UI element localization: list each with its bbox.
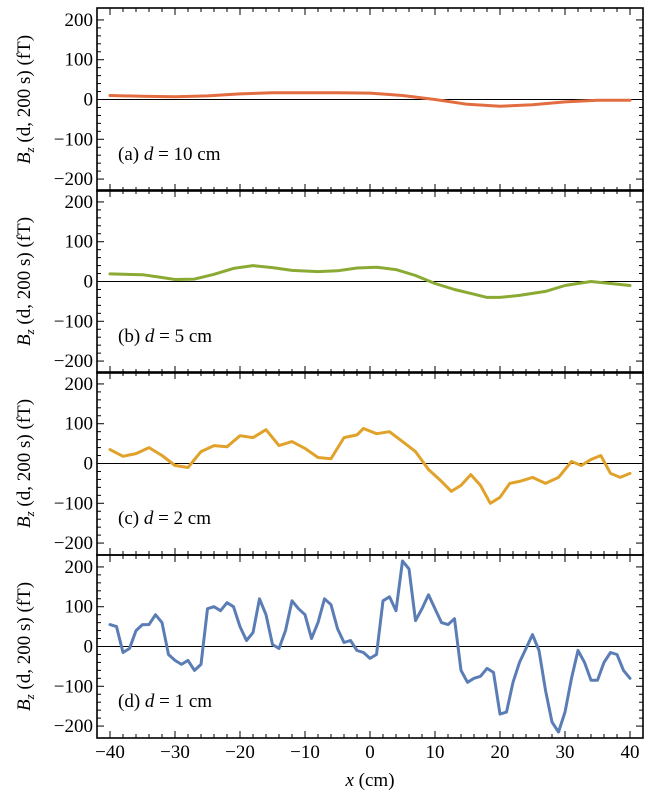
series-line (108, 264, 632, 299)
x-tick-label: −20 (225, 742, 255, 763)
series-line (108, 427, 632, 505)
panel-label: (c) d = 2 cm (118, 508, 211, 529)
y-tick-label: −100 (54, 129, 93, 150)
panel-label: (d) d = 1 cm (118, 691, 212, 712)
panel-label-value: = 2 cm (153, 508, 211, 529)
y-tick-label: −200 (54, 169, 93, 190)
panel-label-prefix: (d) (118, 691, 145, 712)
series-line (108, 91, 632, 108)
y-label-rest: (d, 200 s) (fT) (14, 399, 35, 511)
panel-b: −200 −100 0 100 200 Bz (d, 200 s) (fT) (b) d =… (14, 189, 644, 374)
y-axis-label: Bz (d, 200 s) (fT) (14, 217, 37, 346)
panel-label-value: = 5 cm (154, 326, 212, 347)
x-label-unit: (cm) (354, 770, 395, 791)
y-tick-label: 0 (84, 272, 94, 293)
y-label-rest: (d, 200 s) (fT) (14, 217, 35, 329)
y-label-sub: z (22, 329, 37, 335)
y-axis-label: Bz (d, 200 s) (fT) (14, 582, 37, 711)
y-tick-label: 100 (65, 597, 94, 618)
x-tick-label: 40 (621, 742, 640, 763)
y-tick-label: 100 (65, 232, 94, 253)
panel-label-prefix: (c) (118, 508, 144, 529)
y-tick-label: 100 (65, 50, 94, 71)
x-axis-label: x (cm) (344, 770, 394, 791)
y-tick-label: −200 (54, 533, 93, 554)
y-tick-label: 200 (65, 557, 94, 578)
y-label-sub: z (22, 511, 37, 517)
y-label-var: B (14, 516, 35, 528)
y-tick-label: 200 (65, 10, 94, 31)
y-axis-label: Bz (d, 200 s) (fT) (14, 399, 37, 528)
x-tick-label: 0 (365, 742, 375, 763)
x-tick-label: −10 (290, 742, 320, 763)
y-label-rest: (d, 200 s) (fT) (14, 35, 35, 147)
panel-label-value: = 10 cm (153, 144, 220, 165)
y-tick-label: 200 (65, 374, 94, 395)
y-tick-label: −200 (54, 351, 93, 372)
y-axis-label: Bz (d, 200 s) (fT) (14, 35, 37, 164)
x-tick-label: −40 (95, 742, 125, 763)
panel-label: (b) d = 5 cm (118, 326, 212, 347)
panel-a: −200 −100 0 100 200 Bz (d, 200 s) (fT) (a) d =… (14, 7, 644, 192)
panel-label-prefix: (a) (118, 144, 144, 165)
y-label-sub: z (22, 694, 37, 700)
y-label-var: B (14, 699, 35, 711)
x-tick-label: −30 (160, 742, 190, 763)
panel-label-var: d (145, 326, 155, 347)
panel-d: −200 −100 0 100 200 Bz (d, 200 s) (fT) (d) d =… (14, 554, 644, 739)
y-label-var: B (14, 152, 35, 164)
x-tick-label: 10 (426, 742, 445, 763)
y-tick-label: −100 (54, 676, 93, 697)
panel-label: (a) d = 10 cm (118, 144, 221, 165)
x-label-var: x (344, 770, 354, 791)
y-tick-label: 0 (84, 90, 94, 111)
y-label-var: B (14, 334, 35, 346)
x-tick-label: 20 (491, 742, 510, 763)
y-tick-label: 100 (65, 414, 94, 435)
panel-label-var: d (145, 691, 155, 712)
x-tick-label: 30 (556, 742, 575, 763)
panel-label-var: d (144, 508, 154, 529)
series-line (108, 559, 632, 734)
panel-label-prefix: (b) (118, 326, 145, 347)
y-tick-label: −200 (54, 716, 93, 737)
y-tick-label: 0 (84, 637, 94, 658)
panel-c: −200 −100 0 100 200 Bz (d, 200 s) (fT) (c) d =… (14, 371, 644, 556)
y-tick-label: 200 (65, 192, 94, 213)
y-label-sub: z (22, 147, 37, 153)
y-tick-label: −100 (54, 493, 93, 514)
panel-label-var: d (144, 144, 154, 165)
y-label-rest: (d, 200 s) (fT) (14, 582, 35, 694)
y-tick-label: −100 (54, 311, 93, 332)
y-tick-label: 0 (84, 454, 94, 475)
panel-label-value: = 1 cm (154, 691, 212, 712)
